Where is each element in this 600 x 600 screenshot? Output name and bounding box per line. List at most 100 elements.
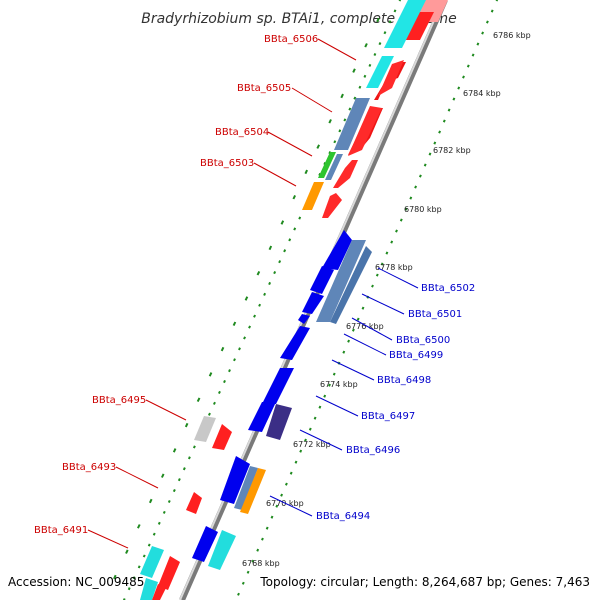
- tick-mark: [385, 251, 389, 255]
- gene-label[interactable]: BBta_6498: [377, 375, 431, 386]
- topology-text: Topology: circular; Length: 8,264,687 bp…: [259, 575, 590, 589]
- tick-mark: [476, 42, 480, 46]
- tick-mark: [466, 64, 470, 68]
- tick-mark: [471, 53, 475, 57]
- gene-block[interactable]: [322, 193, 342, 218]
- tick-mark: [298, 216, 302, 220]
- scale-label: 6778 kbp: [375, 263, 413, 272]
- gene-label[interactable]: BBta_6497: [361, 411, 415, 422]
- tick-mark: [275, 504, 279, 508]
- tick-mark: [258, 303, 262, 307]
- gene-block[interactable]: [333, 160, 358, 188]
- tick-mark: [289, 471, 293, 475]
- gene-block[interactable]: [318, 152, 336, 178]
- right-gene-labels: BBta_6502 BBta_6501 BBta_6500 BBta_6499 …: [316, 283, 475, 522]
- gene-label[interactable]: BBta_6499: [389, 350, 443, 361]
- tick-mark: [273, 270, 277, 275]
- gene-block[interactable]: [152, 584, 166, 600]
- gene-block[interactable]: [302, 292, 324, 314]
- gene-block[interactable]: [158, 556, 180, 590]
- gene-block[interactable]: [262, 368, 294, 404]
- tick-mark: [244, 296, 249, 301]
- gene-block[interactable]: [234, 466, 258, 510]
- tick-mark: [125, 549, 129, 554]
- gene-label[interactable]: BBta_6496: [346, 445, 400, 456]
- gene-block[interactable]: [240, 468, 266, 514]
- tick-mark: [409, 196, 413, 200]
- gene-label[interactable]: BBta_6491: [34, 525, 88, 536]
- gene-block[interactable]: [220, 456, 250, 504]
- gene-block[interactable]: [325, 154, 343, 180]
- gene-block[interactable]: [384, 0, 426, 48]
- gene-block[interactable]: [322, 230, 352, 270]
- gene-block[interactable]: [334, 98, 370, 150]
- gene-block[interactable]: [192, 526, 218, 562]
- tick-mark: [414, 185, 418, 189]
- gene-block[interactable]: [208, 530, 236, 570]
- gene-block[interactable]: [140, 578, 158, 600]
- left-gene-labels: BBta_6506 BBta_6505 BBta_6504 BBta_6503 …: [34, 34, 318, 536]
- gene-block[interactable]: [212, 424, 232, 450]
- tick-mark: [280, 493, 284, 497]
- gene-block[interactable]: [330, 246, 372, 324]
- tick-mark: [196, 397, 201, 403]
- tick-mark: [338, 129, 342, 133]
- tick-mark: [142, 554, 146, 558]
- gene-block[interactable]: [302, 182, 324, 210]
- tick-mark: [288, 238, 292, 242]
- tick-mark: [256, 548, 260, 552]
- gene-block[interactable]: [366, 56, 394, 88]
- tick-mark: [318, 405, 322, 409]
- gene-label[interactable]: BBta_6493: [62, 462, 116, 473]
- tick-mark: [375, 273, 379, 277]
- gene-block[interactable]: [280, 326, 310, 360]
- tick-mark: [393, 9, 397, 13]
- tick-mark: [268, 281, 272, 285]
- tick-mark: [251, 559, 255, 563]
- gene-blocks: [140, 0, 448, 600]
- tick-mark: [378, 42, 382, 46]
- gene-block[interactable]: [348, 106, 382, 156]
- tick-mark: [376, 17, 380, 23]
- gene-label[interactable]: BBta_6500: [396, 335, 450, 346]
- tick-mark: [137, 524, 141, 529]
- gene-label[interactable]: BBta_6505: [237, 83, 291, 94]
- tick-mark: [333, 140, 337, 144]
- gene-label[interactable]: BBta_6501: [408, 309, 462, 320]
- tick-mark: [485, 20, 489, 24]
- gene-block[interactable]: [298, 314, 310, 324]
- tick-mark: [248, 325, 252, 329]
- tick-mark: [383, 31, 387, 35]
- gene-label[interactable]: BBta_6495: [92, 395, 146, 406]
- gene-block[interactable]: [194, 416, 216, 442]
- gene-block[interactable]: [310, 266, 334, 294]
- tick-mark: [207, 412, 211, 416]
- tick-mark: [270, 515, 274, 519]
- tick-mark: [278, 260, 282, 264]
- gene-label[interactable]: BBta_6504: [215, 127, 269, 138]
- gene-block[interactable]: [140, 546, 164, 578]
- gene-label[interactable]: BBta_6494: [316, 511, 370, 522]
- tick-mark: [404, 207, 408, 211]
- gene-block[interactable]: [316, 240, 366, 322]
- gene-block[interactable]: [378, 60, 404, 96]
- tick-mark: [127, 587, 131, 591]
- accession-text: Accession: NC_009485: [8, 575, 144, 589]
- tick-mark: [361, 306, 365, 310]
- tick-mark: [433, 141, 437, 145]
- gene-label[interactable]: BBta_6503: [200, 158, 254, 169]
- gene-block[interactable]: [186, 492, 202, 514]
- tick-mark: [371, 284, 374, 288]
- gene-block[interactable]: [266, 404, 292, 440]
- gene-block[interactable]: [248, 402, 276, 432]
- tick-mark: [187, 456, 191, 460]
- tick-mark: [373, 52, 377, 57]
- tick-mark: [308, 427, 312, 431]
- gene-label[interactable]: BBta_6506: [264, 34, 318, 45]
- tick-mark: [348, 107, 352, 111]
- gene-label[interactable]: BBta_6502: [421, 283, 475, 294]
- tick-mark: [328, 383, 331, 387]
- tick-mark: [332, 372, 336, 376]
- tick-mark: [238, 347, 241, 351]
